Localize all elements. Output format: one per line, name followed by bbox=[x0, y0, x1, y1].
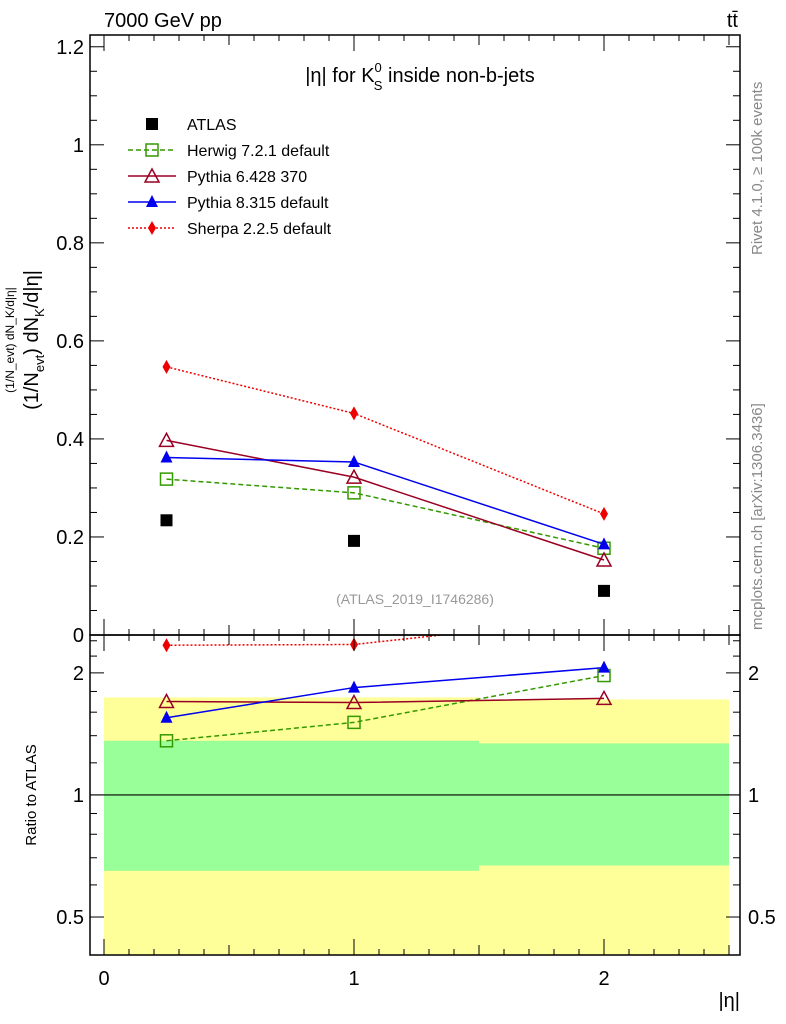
watermark: (ATLAS_2019_I1746286) bbox=[336, 591, 494, 607]
ratio-point-herwig-7-2-1-default bbox=[347, 715, 361, 730]
ratio-y-tick-label: 2 bbox=[73, 663, 84, 685]
ratio-point-pythia-8-315-default bbox=[160, 710, 173, 723]
top-left-label: 7000 GeV pp bbox=[104, 10, 222, 32]
ratio-line-pythia-6-428-370 bbox=[166, 697, 605, 704]
legend-label: Sherpa 2.2.5 default bbox=[187, 221, 332, 238]
line-pythia-8-315-default bbox=[166, 456, 605, 546]
point-atlas bbox=[348, 534, 360, 547]
point-sherpa-2-2-5-default bbox=[162, 359, 171, 374]
ratio-point-pythia-6-428-370 bbox=[345, 693, 363, 710]
legend-label: Pythia 6.428 370 bbox=[187, 169, 307, 186]
x-tick-label: 2 bbox=[598, 968, 609, 990]
ratio-series-group bbox=[158, 635, 613, 748]
ratio-line-sherpa-2-2-5-default bbox=[166, 635, 449, 646]
legend-label: ATLAS bbox=[187, 117, 237, 134]
point-herwig-7-2-1-default bbox=[159, 472, 174, 486]
ratio-line-herwig-7-2-1-default bbox=[166, 674, 605, 742]
ratio-point-sherpa-2-2-5-default bbox=[162, 638, 171, 653]
point-sherpa-2-2-5-default bbox=[600, 506, 608, 521]
ratio-y-tick-label-right: 2 bbox=[748, 663, 759, 685]
point-pythia-8-315-default bbox=[348, 454, 360, 467]
y-tick-label: 0 bbox=[73, 625, 84, 647]
point-pythia-8-315-default bbox=[160, 450, 173, 463]
line-pythia-6-428-370 bbox=[166, 439, 605, 561]
line-herwig-7-2-1-default bbox=[166, 478, 605, 549]
chart-title: |η| for K0 S inside non-b-jets bbox=[305, 60, 535, 93]
y-tick-label: 1.2 bbox=[56, 37, 84, 59]
y-tick-label: 1 bbox=[73, 135, 84, 157]
x-tick-label: 0 bbox=[98, 968, 109, 990]
point-pythia-6-428-370 bbox=[158, 431, 175, 448]
side-text-mcplots: mcplots.cern.ch [arXiv:1306.3436] bbox=[749, 403, 766, 630]
ratio-point-pythia-8-315-default bbox=[348, 680, 360, 693]
legend-marker bbox=[146, 195, 158, 207]
x-axis-label: |η| bbox=[718, 990, 740, 1012]
point-herwig-7-2-1-default bbox=[347, 486, 361, 500]
ratio-point-pythia-6-428-370 bbox=[595, 689, 613, 706]
side-text-rivet: Rivet 4.1.0, ≥ 100k events bbox=[749, 82, 766, 255]
ratio-point-pythia-6-428-370 bbox=[158, 692, 175, 709]
ratio-y-tick-label-right: 1 bbox=[748, 785, 759, 807]
point-pythia-6-428-370 bbox=[595, 551, 613, 567]
line-sherpa-2-2-5-default bbox=[166, 366, 605, 515]
ratio-band-inner bbox=[229, 740, 479, 871]
ratio-band-inner bbox=[479, 743, 729, 866]
y-tick-label: 0.8 bbox=[56, 233, 84, 255]
point-pythia-6-428-370 bbox=[345, 468, 363, 484]
ratio-band-inner bbox=[104, 740, 229, 871]
y-axis-label: (1/Nevt) dNK/d|η| bbox=[21, 270, 47, 410]
point-atlas bbox=[598, 584, 610, 597]
ratio-y-axis-label: Ratio to ATLAS bbox=[23, 744, 40, 845]
ratio-point-pythia-8-315-default bbox=[598, 660, 610, 673]
point-sherpa-2-2-5-default bbox=[350, 406, 358, 421]
legend-label: Pythia 8.315 default bbox=[187, 195, 329, 212]
y-axis-label-plain: (1/N_evt) dN_K/d|η| bbox=[3, 287, 17, 393]
legend-marker bbox=[143, 167, 161, 183]
ratio-y-tick-label: 0.5 bbox=[56, 907, 84, 929]
legend-label: Herwig 7.2.1 default bbox=[187, 143, 330, 160]
y-tick-label: 0.6 bbox=[56, 331, 84, 353]
legend-marker bbox=[146, 118, 158, 130]
legend-marker bbox=[145, 143, 159, 157]
point-atlas bbox=[160, 514, 173, 527]
point-pythia-8-315-default bbox=[598, 537, 610, 550]
ratio-point-herwig-7-2-1-default bbox=[159, 734, 174, 748]
top-right-label: tt̄ bbox=[727, 10, 739, 32]
ratio-y-tick-label: 1 bbox=[73, 785, 84, 807]
ratio-y-tick-label-right: 0.5 bbox=[748, 907, 776, 929]
legend-marker bbox=[148, 221, 156, 235]
y-tick-label: 0.2 bbox=[56, 527, 84, 549]
x-tick-label: 1 bbox=[348, 968, 359, 990]
y-tick-label: 0.4 bbox=[56, 429, 84, 451]
